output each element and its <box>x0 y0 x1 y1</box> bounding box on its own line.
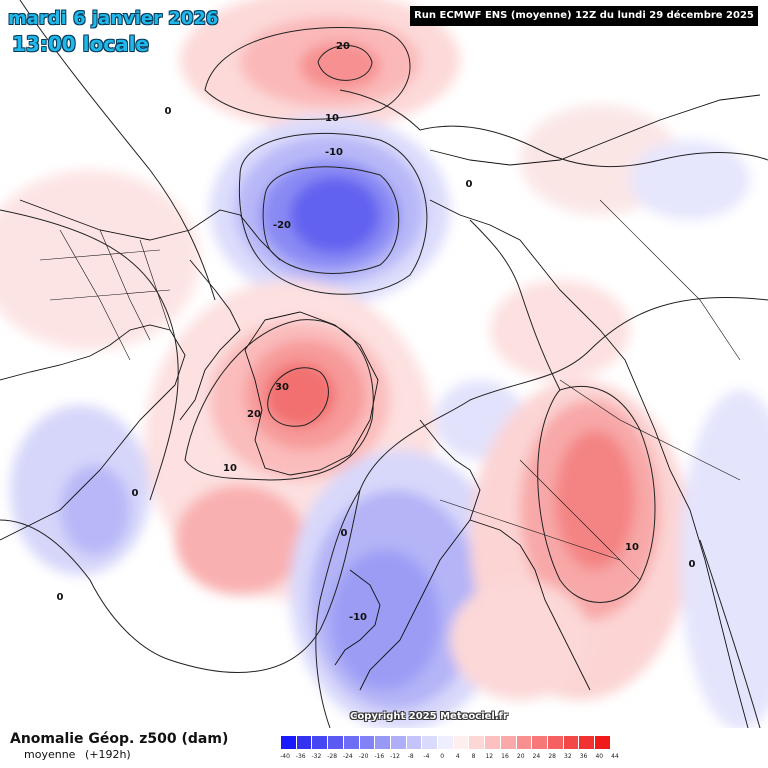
color-scale-swatch <box>485 736 501 749</box>
color-scale-tick-label: -40 <box>280 753 290 760</box>
color-scale-tick-label: 12 <box>485 753 494 760</box>
color-scale-tick-label: -8 <box>407 753 414 760</box>
color-scale-tick-label: -24 <box>342 753 353 760</box>
color-scale-tick-label: -20 <box>358 753 369 760</box>
color-scale-tick-label: 4 <box>455 753 460 760</box>
run-info-banner: Run ECMWF ENS (moyenne) 12Z du lundi 29 … <box>410 6 758 26</box>
color-scale-swatch <box>343 736 360 749</box>
color-scale-swatch <box>516 736 533 749</box>
color-scale-swatch <box>359 736 376 749</box>
contour-label: 0 <box>341 528 348 539</box>
color-scale-swatch <box>281 736 297 749</box>
color-scale-swatch <box>296 736 313 749</box>
contour-label: 10 <box>625 542 639 553</box>
color-scale-tick-label: -4 <box>423 753 430 760</box>
color-scale-swatch <box>469 736 486 749</box>
forecast-time: 13:00 locale <box>12 32 149 56</box>
contour-label: 10 <box>223 463 237 474</box>
color-scale <box>281 736 611 749</box>
color-scale-swatch <box>563 736 580 749</box>
color-scale-swatch <box>375 736 391 749</box>
color-scale-swatch <box>532 736 548 749</box>
coastlines <box>0 94 761 728</box>
color-scale-tick-label: -12 <box>390 753 400 760</box>
copyright-notice: Copyright 2025 Meteociel.fr <box>350 711 508 722</box>
color-scale-swatch <box>328 736 344 749</box>
contour-label: 0 <box>132 488 139 499</box>
color-scale-tick-label: 0 <box>440 753 445 760</box>
color-scale-tick-label: 40 <box>595 753 604 760</box>
color-scale-tick-label: -32 <box>311 753 322 760</box>
color-scale-swatch <box>390 736 407 749</box>
color-scale-tick-label: 20 <box>516 753 525 760</box>
contour-label: -20 <box>273 220 291 231</box>
contour-label: 20 <box>336 41 350 52</box>
color-scale-labels: -40 -36 -32 -28 -24 -20 -16 -12 -8 -4 0 4 8 12 16 20 24 2… <box>280 753 623 765</box>
contour-label: 0 <box>466 179 473 190</box>
color-scale-swatch <box>595 736 611 749</box>
contour-label: -10 <box>349 612 367 623</box>
color-scale-swatch <box>547 736 564 749</box>
legend-title: Anomalie Géop. z500 (dam) <box>10 731 229 747</box>
color-scale-swatch <box>579 736 596 749</box>
color-scale-tick-label: -36 <box>295 753 306 760</box>
legend-lead-time: (+192h) <box>84 748 131 761</box>
color-scale-tick-label: 36 <box>579 753 588 760</box>
color-scale-swatch <box>438 736 454 749</box>
color-scale-swatch <box>453 736 470 749</box>
color-scale-swatch <box>406 736 423 749</box>
contour-label: 0 <box>689 559 696 570</box>
color-scale-tick-label: 16 <box>501 753 509 760</box>
color-scale-swatch <box>312 736 329 749</box>
contour-label: 0 <box>57 592 64 603</box>
color-scale-tick-label: -28 <box>327 753 338 760</box>
forecast-date: mardi 6 janvier 2026 <box>8 8 219 29</box>
color-scale-tick-label: 44 <box>611 753 619 760</box>
contour-label: 20 <box>247 409 261 420</box>
anomaly-map: 20 10 0 -10 -20 0 30 20 10 0 0 -10 10 0 … <box>0 0 768 728</box>
color-scale-tick-label: -16 <box>374 753 385 760</box>
contour-label: 0 <box>165 106 172 117</box>
contour-lines <box>0 0 768 728</box>
contour-label: 10 <box>325 113 339 124</box>
contour-label: 30 <box>275 382 289 393</box>
color-scale-swatch <box>422 736 439 749</box>
legend-subtitle: moyenne <box>24 748 76 761</box>
legend-subtitle-row: moyenne (+192h) <box>24 748 131 761</box>
contour-label: -10 <box>325 147 343 158</box>
color-scale-tick-label: 8 <box>471 753 476 760</box>
contour-label-group: 20 10 0 -10 -20 0 30 20 10 0 0 -10 10 0 … <box>57 41 696 623</box>
color-scale-tick-label: 24 <box>532 753 541 760</box>
color-scale-swatch <box>500 736 517 749</box>
color-scale-tick-label: 32 <box>564 753 572 760</box>
color-scale-tick-label: 28 <box>548 753 556 760</box>
